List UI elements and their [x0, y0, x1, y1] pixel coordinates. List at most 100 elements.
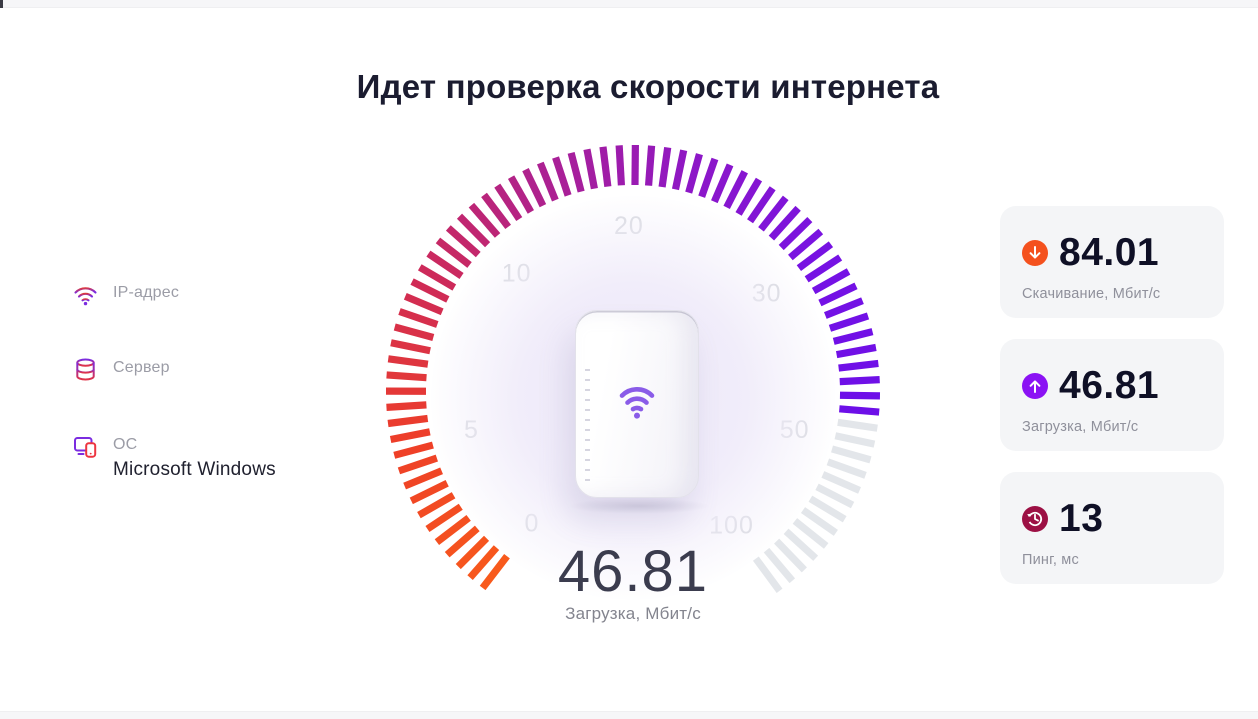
sidebar-item-value: Microsoft Windows	[113, 459, 276, 480]
gauge-tick	[839, 405, 880, 416]
gauge-tick	[444, 525, 480, 558]
ping-value: 13	[1059, 497, 1104, 540]
gauge-tick	[417, 492, 456, 519]
gauge-tick	[783, 528, 819, 561]
page-bottom-strip	[0, 711, 1258, 719]
upload-label: Загрузка, Мбит/с	[1022, 419, 1139, 435]
download-result-card: 84.01 Скачивание, Мбит/с	[1000, 206, 1224, 318]
gauge-tick	[804, 254, 843, 283]
gauge-tick	[752, 556, 783, 593]
page-title: Идет проверка скорости интернета	[356, 68, 940, 105]
gauge-tick	[828, 312, 870, 332]
gauge-tick	[698, 157, 719, 198]
gauge-tick	[435, 237, 472, 268]
gauge-tick	[393, 323, 435, 341]
gauge-tick	[390, 339, 431, 355]
gauge-tick	[671, 149, 688, 191]
upload-result-card: 46.81 Загрузка, Мбит/с	[1000, 339, 1224, 451]
gauge-tick	[711, 163, 734, 204]
gauge-tick	[815, 483, 855, 509]
gauge-tick	[393, 441, 434, 459]
router-vents	[585, 369, 590, 481]
gauge-tick	[481, 192, 512, 230]
gauge-tick	[811, 268, 851, 295]
sidebar-item-ip-address: IP-адрес	[72, 281, 179, 308]
page-top-strip	[0, 0, 1258, 8]
gauge-tick	[768, 205, 801, 241]
gauge-tick	[522, 168, 547, 208]
sidebar-item-label: Сервер	[113, 359, 170, 376]
gauge-tick	[763, 547, 796, 584]
gauge-tick	[455, 535, 490, 570]
gauge-tick	[839, 376, 880, 386]
gauge-tick	[552, 156, 572, 197]
sidebar-item-label: ОС	[113, 436, 138, 453]
gauge-tick	[479, 554, 510, 591]
window-edge	[0, 0, 3, 8]
results-panel: 84.01 Скачивание, Мбит/с 46.81 Загрузка,…	[1000, 206, 1224, 584]
gauge-tick	[837, 418, 878, 432]
gauge-tick	[398, 308, 439, 328]
download-value: 84.01	[1059, 231, 1160, 274]
gauge-tick	[536, 161, 559, 202]
upload-value: 46.81	[1059, 364, 1160, 407]
gauge-tick	[599, 146, 612, 187]
gauge-tick	[685, 153, 703, 194]
gauge-tick	[796, 241, 834, 272]
gauge-tick	[839, 391, 881, 400]
gauge-tick	[507, 175, 534, 214]
gauge-tick	[735, 177, 763, 216]
gauge-tick	[826, 458, 867, 479]
gauge-tick	[456, 213, 491, 248]
current-speed-label: Загрузка, Мбит/с	[565, 604, 701, 623]
sidebar-item-os: ОС Microsoft Windows	[72, 433, 276, 480]
ping-label: Пинг, мс	[1022, 552, 1079, 568]
gauge-tick	[723, 170, 748, 210]
gauge-tick	[758, 195, 789, 232]
gauge-tick	[778, 216, 813, 251]
gauge-tick	[467, 545, 500, 581]
gauge-tick	[818, 282, 858, 307]
server-icon	[72, 356, 99, 383]
gauge-tick	[658, 146, 672, 188]
gauge-tick	[838, 359, 879, 372]
gauge-tick	[386, 401, 427, 411]
wifi-icon	[72, 281, 99, 308]
gauge-tick	[403, 467, 443, 490]
gauge-tick	[832, 328, 874, 345]
gauge-tick	[397, 454, 438, 475]
sidebar-item-server: Сервер	[72, 356, 169, 383]
gauge-tick	[834, 432, 876, 448]
download-label: Скачивание, Мбит/с	[1022, 286, 1161, 302]
gauge-tick	[409, 479, 449, 505]
os-icon	[72, 433, 99, 460]
gauge-tick	[644, 145, 656, 186]
router-image	[568, 310, 710, 514]
gauge-tick	[747, 186, 776, 224]
gauge-tick	[824, 297, 864, 319]
gauge-tick	[494, 183, 523, 222]
ping-clock-icon	[1022, 505, 1048, 532]
gauge-tick	[410, 278, 450, 303]
gauge-tick	[774, 538, 807, 573]
router-wifi-icon	[614, 379, 660, 426]
gauge-tick	[387, 355, 429, 368]
gauge-tick	[389, 428, 431, 444]
gauge-tick	[468, 202, 501, 238]
gauge-tick	[831, 445, 872, 464]
gauge-tick	[434, 514, 471, 546]
gauge-tick	[567, 151, 585, 193]
gauge-tick	[387, 414, 429, 428]
current-speed-value: 46.81	[557, 539, 709, 604]
gauge-tick	[788, 228, 824, 261]
gauge-tick	[821, 471, 861, 494]
upload-arrow-icon	[1022, 372, 1048, 399]
download-arrow-icon	[1022, 239, 1048, 266]
speed-gauge: 0510203050100	[353, 112, 913, 672]
gauge-tick	[792, 518, 829, 549]
gauge-tick	[403, 293, 444, 316]
gauge-tick	[426, 250, 464, 279]
sidebar-item-label: IP-адрес	[113, 284, 180, 301]
gauge-tick	[386, 371, 427, 382]
